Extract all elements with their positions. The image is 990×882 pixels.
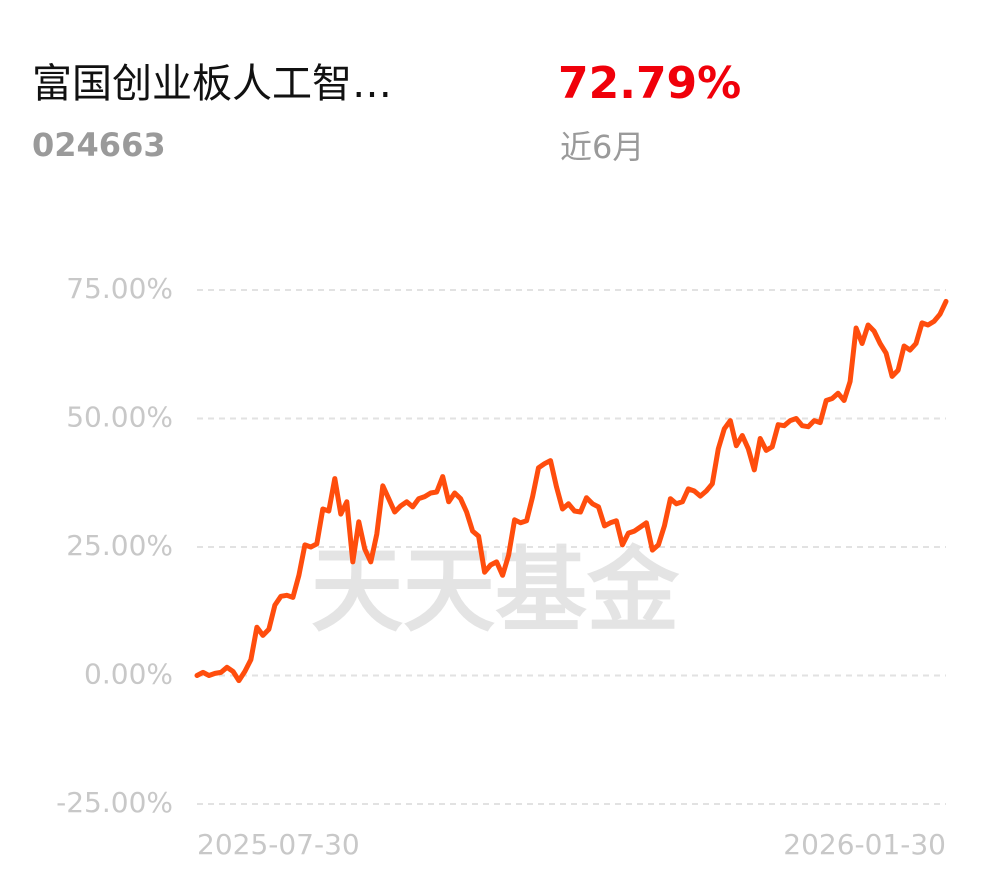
line: [194, 298, 949, 684]
y-tick-label: 25.00%: [66, 529, 173, 562]
x-tick-label: 2025-07-30: [197, 828, 360, 861]
y-tick-label: 75.00%: [66, 272, 173, 305]
fund-name: 富国创业板人工智…: [32, 61, 392, 107]
period: 近6月: [560, 128, 644, 166]
y-tick-label: 50.00%: [66, 401, 173, 434]
y-tick-label: 0.00%: [84, 658, 173, 691]
y-tick-label: -25.00%: [56, 786, 173, 819]
x-tick-label: 2026-01-30: [783, 828, 946, 861]
fund-code: 024663: [32, 126, 166, 164]
return: 72.79%: [558, 58, 741, 109]
